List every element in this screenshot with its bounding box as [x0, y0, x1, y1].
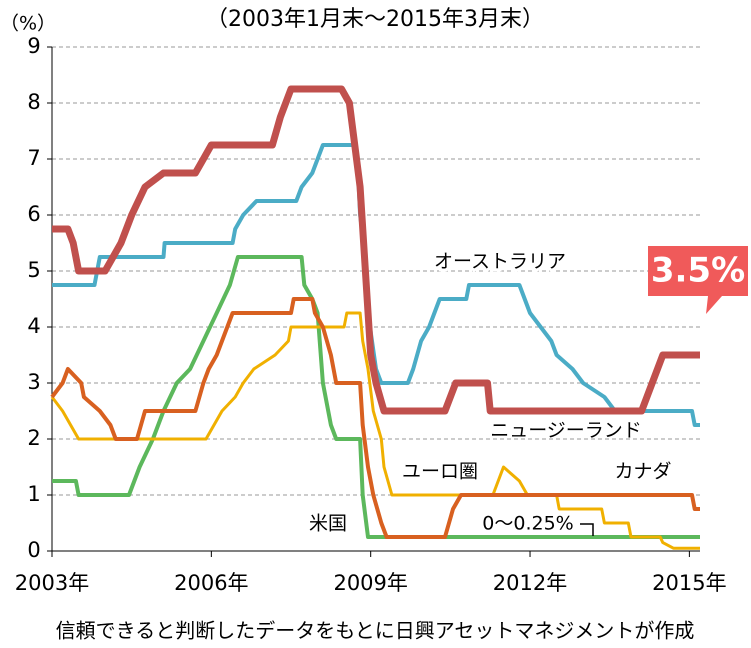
series-line [50, 297, 700, 539]
y-tick-label: 1 [27, 482, 40, 506]
x-tick-label: 2015年 [652, 571, 726, 595]
x-tick-label: 2006年 [174, 571, 248, 595]
annotation: オーストラリア [434, 251, 566, 273]
annotation: ニュージーランド [490, 420, 642, 442]
x-tick-label: 2003年 [15, 571, 89, 595]
y-tick-label: 7 [27, 146, 40, 170]
chart-subtitle: （2003年1月末～2015年3月末） [206, 7, 544, 32]
y-tick-label: 8 [27, 90, 40, 114]
series-line [50, 311, 700, 550]
series-line [52, 85, 700, 415]
source-note: 信頼できると判断したデータをもとに日興アセットマネジメントが作成 [56, 619, 695, 643]
x-tick-label: 2012年 [493, 571, 567, 595]
y-tick-label: 5 [27, 258, 40, 282]
annotation: カナダ [614, 461, 671, 483]
y-tick-label: 0 [27, 538, 40, 562]
y-tick-label: 9 [27, 34, 40, 58]
annotation: 0〜0.25% [482, 513, 573, 535]
y-tick-label: 6 [27, 202, 40, 226]
y-tick-label: 2 [27, 426, 40, 450]
y-tick-label: 4 [27, 314, 40, 338]
x-tick-label: 2009年 [333, 571, 407, 595]
series-line [52, 143, 700, 427]
y-tick-label: 3 [27, 370, 40, 394]
annotation: ユーロ圏 [402, 461, 478, 483]
series-line [52, 255, 700, 539]
callout-box [648, 246, 748, 314]
callout-label: 3.5% [651, 251, 745, 291]
bracket [580, 523, 594, 536]
annotation: 米国 [309, 513, 347, 535]
y-axis-label: （%） [0, 13, 56, 35]
